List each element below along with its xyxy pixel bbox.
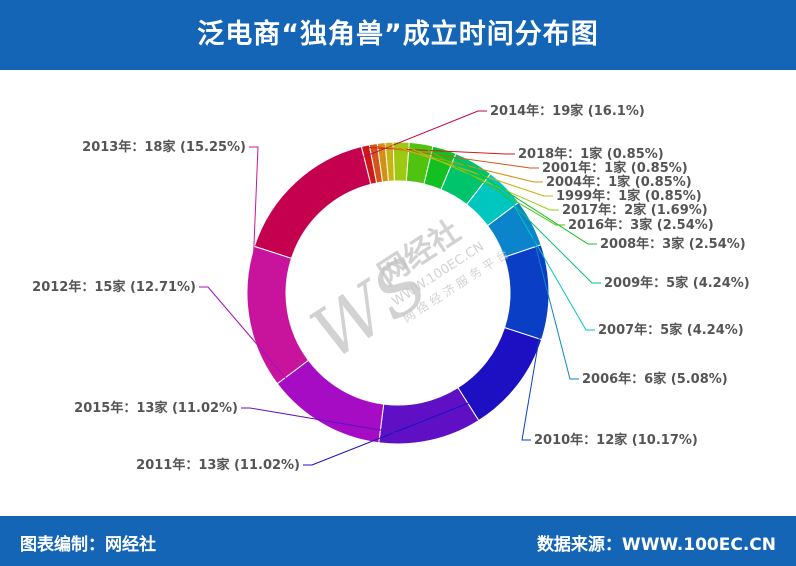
data-label-2015年: 2015年：13家 (11.02%): [74, 400, 238, 416]
leader-line-2001年: [373, 145, 539, 169]
slice-2012年: [276, 359, 385, 444]
watermark: WS 网经社 WWW.100EC.CN 网 络 经 济 服 务 平 台: [297, 214, 511, 376]
data-label-2009年: 2009年：5家 (4.24%): [604, 275, 750, 291]
leader-line-2015年: [241, 407, 431, 439]
leader-line-2018年: [365, 147, 515, 155]
data-label-2007年: 2007年：5家 (4.24%): [598, 322, 744, 338]
leader-line-2013年: [249, 146, 259, 318]
data-label-1999年: 1999年：1家 (0.85%): [556, 188, 702, 204]
data-label-2012年: 2012年：15家 (12.71%): [32, 279, 196, 295]
leader-line-2017年: [400, 143, 559, 211]
leader-line-2006年: [529, 223, 579, 380]
leader-line-2014年: [296, 110, 487, 185]
data-label-2006年: 2006年：6家 (5.08%): [582, 371, 728, 387]
header-bar: 泛电商“独角兽”成立时间分布图: [0, 0, 796, 70]
slice-2010年: [503, 244, 550, 341]
footer-source: 数据来源：WWW.100EC.CN: [536, 535, 776, 555]
footer-bar: 图表编制：网经社 数据来源：WWW.100EC.CN: [0, 516, 796, 566]
data-label-2013年: 2013年：18家 (15.25%): [82, 139, 246, 155]
slice-2015年: [378, 386, 480, 445]
leader-line-2012年: [199, 286, 324, 423]
leader-lines-group: [199, 110, 601, 466]
leader-line-2016年: [420, 145, 565, 226]
footer-credit: 图表编制：网经社: [20, 535, 156, 555]
data-label-2016年: 2016年：3家 (2.54%): [568, 217, 714, 233]
data-label-2004年: 2004年：1家 (0.85%): [546, 174, 692, 190]
leader-line-2011年: [303, 383, 516, 466]
donut-chart: 2014年：19家 (16.1%) 2018年：1家 (0.85%)2001年：1…: [32, 103, 750, 473]
leader-line-2007年: [503, 188, 595, 331]
slice-2014年: [253, 145, 372, 260]
data-label-2017年: 2017年：2家 (1.69%): [562, 202, 708, 218]
labels-group: 2014年：19家 (16.1%) 2018年：1家 (0.85%)2001年：1…: [32, 103, 750, 473]
leader-line-2008年: [443, 150, 597, 245]
data-label-2010年: 2010年：12家 (10.17%): [534, 432, 698, 448]
page-title: 泛电商“独角兽”成立时间分布图: [197, 19, 599, 50]
data-label-2011年: 2011年：13家 (11.02%): [136, 457, 300, 473]
slice-2013年: [246, 245, 310, 385]
leader-line-2010年: [521, 292, 548, 441]
data-label-2018年: 2018年：1家 (0.85%): [518, 146, 664, 162]
data-label-2001年: 2001年：1家 (0.85%): [542, 160, 688, 176]
data-label-2008年: 2008年：3家 (2.54%): [600, 236, 746, 252]
data-label-2014年: 2014年：19家 (16.1%): [490, 103, 645, 119]
